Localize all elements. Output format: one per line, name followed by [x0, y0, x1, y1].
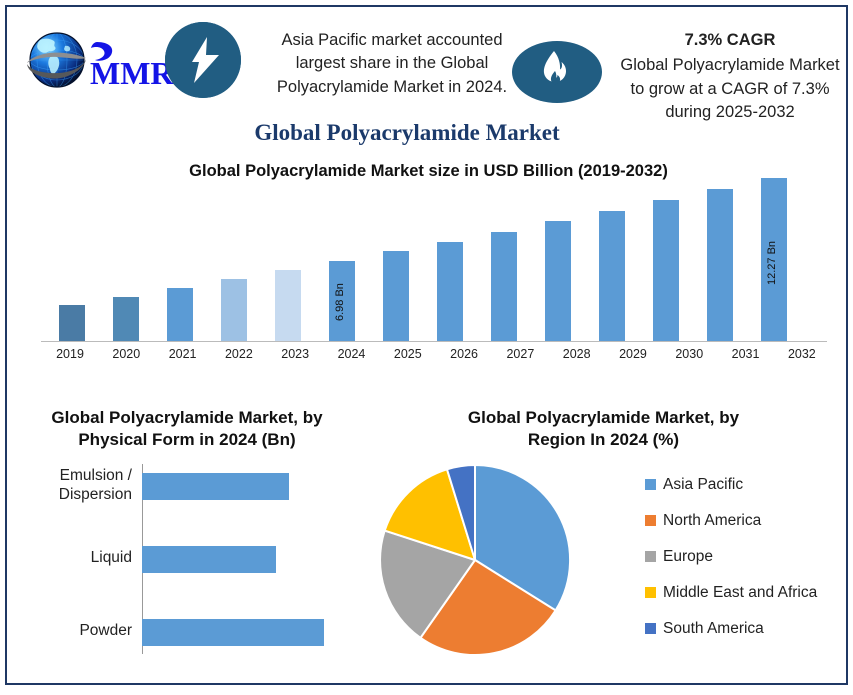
svg-text:Middle East and Africa: Middle East and Africa: [663, 584, 818, 601]
svg-text:Europe: Europe: [663, 548, 713, 565]
svg-text:MMR: MMR: [90, 55, 174, 91]
svg-text:Asia Pacific: Asia Pacific: [663, 476, 743, 493]
svg-text:South America: South America: [663, 620, 764, 637]
svg-text:North America: North America: [663, 512, 762, 529]
